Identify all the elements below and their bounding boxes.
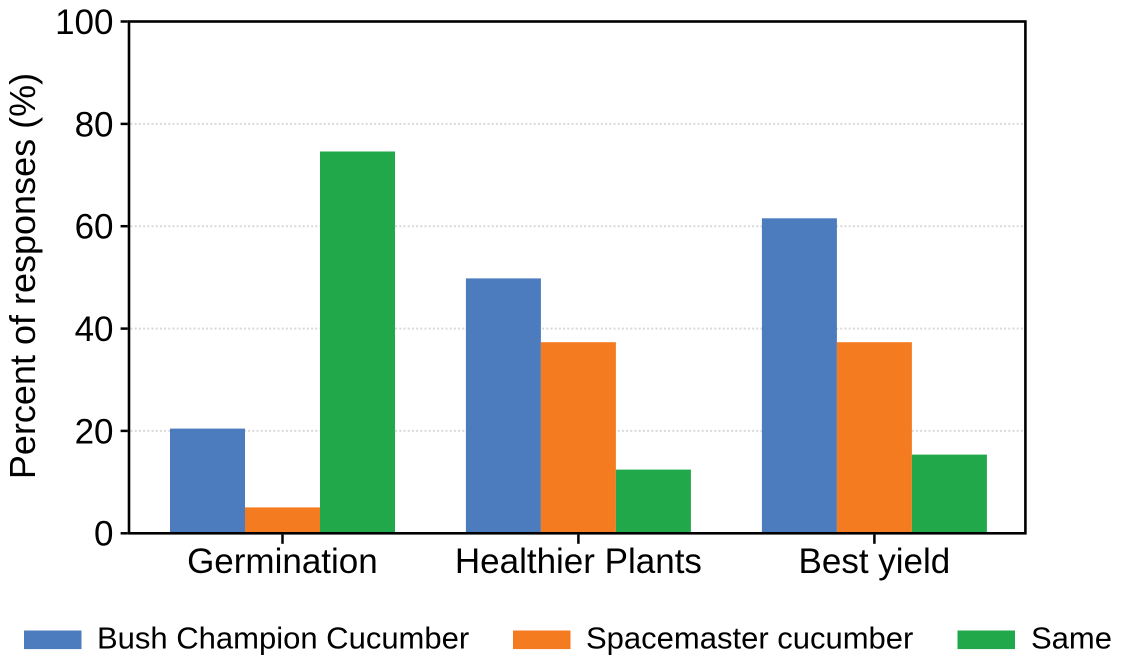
svg-text:40: 40	[75, 310, 114, 349]
svg-text:Spacemaster cucumber: Spacemaster cucumber	[586, 621, 913, 656]
svg-text:Percent of responses (%): Percent of responses (%)	[2, 73, 43, 479]
svg-text:0: 0	[94, 515, 113, 554]
svg-text:80: 80	[75, 105, 114, 144]
svg-text:60: 60	[75, 208, 114, 247]
svg-text:20: 20	[75, 412, 114, 451]
svg-text:100: 100	[55, 3, 113, 42]
svg-text:Best yield: Best yield	[799, 542, 951, 581]
svg-text:Bush Champion Cucumber: Bush Champion Cucumber	[97, 621, 469, 656]
svg-text:Healthier Plants: Healthier Plants	[455, 542, 702, 581]
svg-text:Same: Same	[1031, 621, 1112, 656]
svg-text:Germination: Germination	[187, 542, 378, 581]
